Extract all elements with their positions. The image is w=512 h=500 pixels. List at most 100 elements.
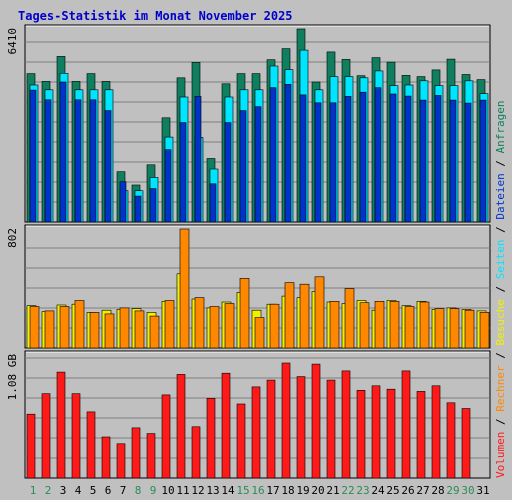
- bar-volumen-15: [236, 403, 246, 479]
- panel-bottom: 1.08 GB: [6, 350, 491, 479]
- panel-top: 6410: [6, 24, 491, 223]
- bar-dateien-21: [329, 102, 337, 223]
- x-tick-label-27: 27: [416, 484, 429, 497]
- x-tick-label-8: 8: [135, 484, 142, 497]
- bar-dateien-20: [314, 102, 322, 223]
- x-tick-label-21: 21: [326, 484, 339, 497]
- bar-volumen-14: [221, 372, 231, 479]
- bar-rechner-7: [119, 307, 130, 349]
- bar-volumen-5: [86, 411, 96, 479]
- bar-volumen-21: [326, 379, 336, 479]
- bar-dateien-28: [434, 95, 442, 223]
- x-tick-label-18: 18: [281, 484, 294, 497]
- bar-volumen-27: [416, 391, 426, 479]
- bar-volumen-16: [251, 386, 261, 479]
- bar-rechner-15: [239, 277, 250, 349]
- x-tick-label-28: 28: [431, 484, 444, 497]
- bar-dateien-17: [269, 87, 277, 223]
- x-tick-label-10: 10: [161, 484, 174, 497]
- bar-volumen-26: [401, 370, 411, 479]
- bar-rechner-1: [29, 306, 40, 349]
- bar-rechner-6: [104, 313, 115, 349]
- bar-dateien-8: [134, 195, 142, 223]
- x-tick-label-15: 15: [236, 484, 249, 497]
- bar-volumen-7: [116, 443, 126, 479]
- bar-volumen-17: [266, 379, 276, 479]
- bar-volumen-28: [431, 385, 441, 479]
- bar-rechner-4: [74, 300, 85, 349]
- bar-dateien-25: [389, 93, 397, 223]
- bar-volumen-1: [26, 413, 36, 479]
- chart-panels: 6410 802 1.08 GB: [6, 24, 491, 479]
- bar-rechner-21: [329, 300, 340, 349]
- bar-volumen-4: [71, 393, 81, 479]
- bar-dateien-11: [179, 122, 187, 223]
- bar-rechner-25: [389, 300, 400, 349]
- bar-rechner-30: [464, 309, 475, 349]
- x-axis-labels: 1 2 3 4 5 6 7 8 9 10 11 12 13 14 15 16 17 18 19 20 21 22 23 24 2…: [30, 484, 490, 497]
- bar-volumen-3: [56, 371, 66, 479]
- bar-volumen-29: [446, 402, 456, 479]
- legend-separator: /: [494, 153, 507, 173]
- legend-separator: /: [494, 220, 507, 240]
- bar-dateien-12: [194, 96, 202, 223]
- bar-rechner-8: [134, 310, 145, 349]
- bar-rechner-20: [314, 276, 325, 349]
- bar-dateien-7: [119, 181, 127, 223]
- bar-rechner-14: [224, 303, 235, 349]
- bar-rechner-26: [404, 306, 415, 349]
- bar-dateien-14: [224, 122, 232, 223]
- bar-rechner-19: [299, 283, 310, 349]
- x-tick-label-2: 2: [45, 484, 52, 497]
- bar-volumen-12: [191, 426, 201, 479]
- bar-rechner-28: [434, 308, 445, 349]
- y-axis-max-label-bottom: 1.08 GB: [6, 354, 19, 401]
- bar-rechner-10: [164, 300, 175, 349]
- bar-dateien-29: [449, 99, 457, 223]
- bar-dateien-10: [164, 149, 172, 223]
- bar-rechner-12: [194, 297, 205, 349]
- bar-rechner-16: [254, 317, 265, 349]
- bar-dateien-27: [419, 99, 427, 223]
- bar-dateien-30: [464, 102, 472, 223]
- x-tick-label-11: 11: [176, 484, 189, 497]
- x-tick-label-29: 29: [446, 484, 459, 497]
- bar-volumen-25: [386, 388, 396, 479]
- bar-volumen-2: [41, 393, 51, 479]
- bar-rechner-13: [209, 306, 220, 349]
- bar-rechner-5: [89, 312, 100, 349]
- bar-volumen-24: [371, 385, 381, 479]
- x-tick-label-17: 17: [266, 484, 279, 497]
- x-tick-label-1: 1: [30, 484, 37, 497]
- x-tick-label-30: 30: [461, 484, 474, 497]
- bar-dateien-16: [254, 106, 262, 223]
- x-tick-label-6: 6: [105, 484, 112, 497]
- bar-volumen-30: [461, 408, 471, 479]
- x-tick-label-24: 24: [371, 484, 385, 497]
- x-tick-label-19: 19: [296, 484, 309, 497]
- x-tick-label-14: 14: [221, 484, 235, 497]
- bar-dateien-24: [374, 87, 382, 223]
- bar-rechner-17: [269, 303, 280, 349]
- bar-volumen-6: [101, 436, 111, 479]
- bar-dateien-13: [209, 183, 217, 223]
- x-tick-label-25: 25: [386, 484, 399, 497]
- bar-volumen-23: [356, 389, 366, 479]
- bar-volumen-10: [161, 394, 171, 479]
- bar-dateien-4: [74, 99, 82, 223]
- bar-rechner-9: [149, 315, 160, 349]
- x-tick-label-20: 20: [311, 484, 324, 497]
- x-tick-label-5: 5: [90, 484, 97, 497]
- bar-volumen-13: [206, 397, 216, 479]
- x-tick-label-9: 9: [150, 484, 157, 497]
- legend-separator: /: [494, 279, 507, 299]
- bar-dateien-26: [404, 95, 412, 223]
- bar-volumen-8: [131, 427, 141, 479]
- bar-rechner-22: [344, 288, 355, 349]
- y-axis-max-label-top: 6410: [6, 28, 19, 55]
- legend-item-rechner: Rechner: [494, 365, 507, 412]
- bar-volumen-20: [311, 363, 321, 479]
- y-axis-max-label-middle: 802: [6, 228, 19, 248]
- bar-dateien-9: [149, 188, 157, 223]
